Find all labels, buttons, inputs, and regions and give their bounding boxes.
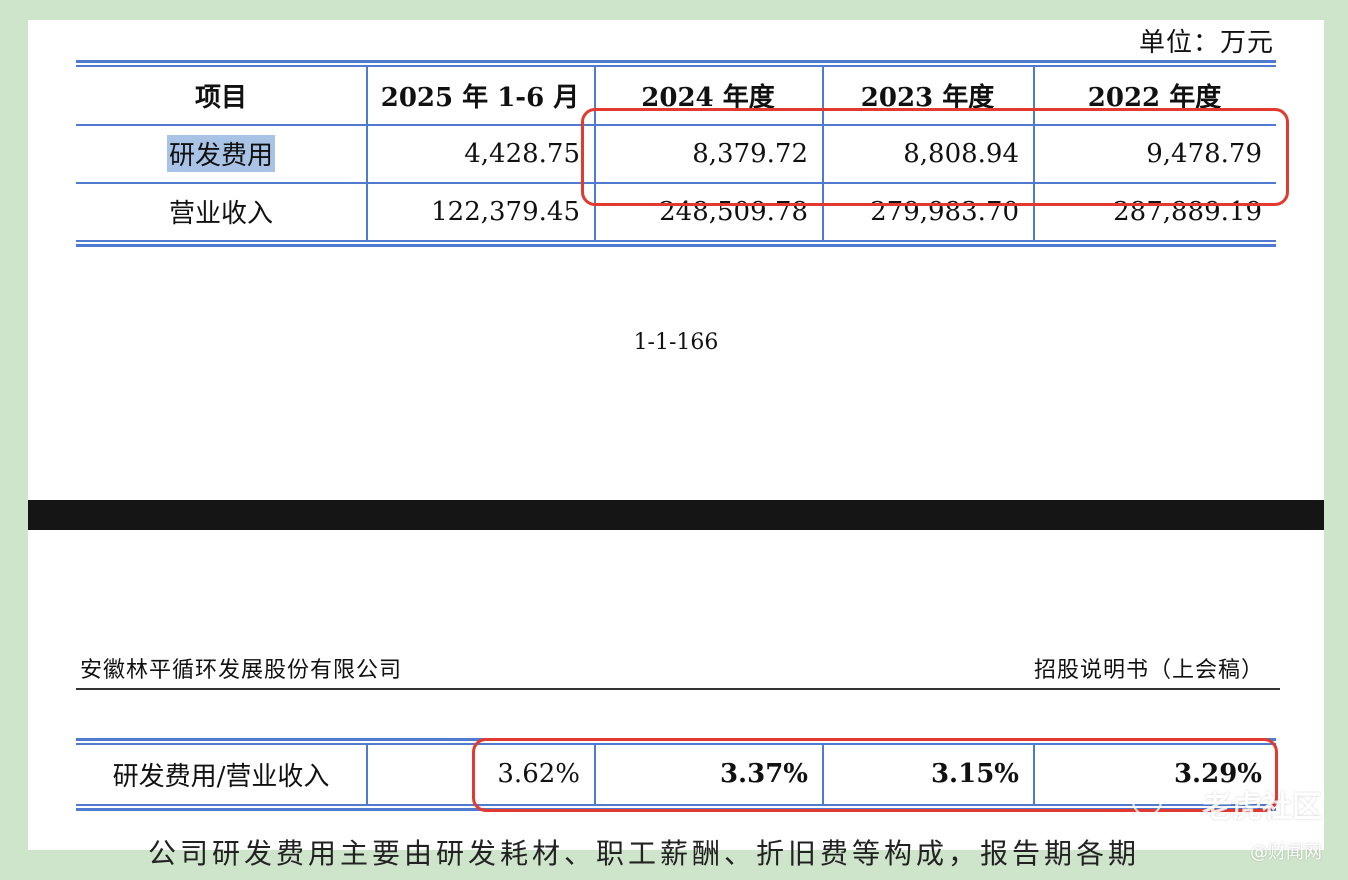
header-2023: 2023 年度 <box>860 82 995 113</box>
table-header-divider <box>76 124 1276 126</box>
col-divider <box>594 65 596 241</box>
row-ratio-2025h1: 3.62% <box>497 759 580 789</box>
row-ratio-label: 研发费用/营业收入 <box>112 761 330 792</box>
doc-type: 招股说明书（上会稿） <box>1033 658 1264 683</box>
header-2022: 2022 年度 <box>1087 82 1222 113</box>
row-rd-2024: 8,379.72 <box>692 138 808 169</box>
row-rd-label: 研发费用 <box>76 125 366 182</box>
col-divider <box>366 65 368 241</box>
table-row-divider <box>76 182 1276 184</box>
row-rd-2023: 8,808.94 <box>903 138 1019 169</box>
row-revenue-2024: 248,509.78 <box>659 196 808 227</box>
row-rd-label-text[interactable]: 研发费用 <box>166 135 275 172</box>
row-revenue-2022: 287,889.19 <box>1113 196 1262 227</box>
table-top-rule-inner <box>76 65 1276 67</box>
col-divider <box>822 65 824 241</box>
row-ratio-2023: 3.15% <box>930 759 1019 789</box>
row-revenue-label: 营业收入 <box>168 199 273 229</box>
watermark-source: @财闻网 <box>1250 842 1322 863</box>
col-divider <box>822 743 824 805</box>
page-separator <box>28 500 1324 530</box>
col-divider <box>1033 743 1035 805</box>
header-item: 项目 <box>194 82 247 113</box>
row-rd-2025h1: 4,428.75 <box>464 138 580 169</box>
red-highlight-box-bottom <box>472 738 1278 812</box>
red-highlight-box-top <box>581 108 1289 206</box>
row-revenue-2025h1: 122,379.45 <box>431 196 580 227</box>
header-2025h1: 2025 年 1-6 月 <box>380 82 580 113</box>
watermark-logo-icon <box>1132 786 1162 816</box>
document-page-bottom: 安徽林平循环发展股份有限公司 招股说明书（上会稿） 研发费用/营业收入 3.62… <box>28 530 1324 870</box>
watermark-logo: 老虎社区 <box>1202 790 1322 825</box>
col-divider <box>1033 65 1035 241</box>
row-ratio-2022: 3.29% <box>1173 759 1262 789</box>
unit-label: 单位：万元 <box>1138 28 1274 58</box>
table-bottom-rule-inner <box>76 240 1276 242</box>
table-bottom-rule <box>76 244 1276 247</box>
table-top-rule-inner <box>76 743 1276 745</box>
header-2024: 2024 年度 <box>641 82 775 113</box>
row-ratio-2024: 3.37% <box>719 759 808 789</box>
col-divider <box>594 743 596 805</box>
header-rule <box>76 688 1280 690</box>
row-rd-2022: 9,478.79 <box>1146 138 1262 169</box>
table-bottom-rule-inner <box>76 804 1276 806</box>
table-top-rule <box>76 60 1276 63</box>
body-text-cutoff: 公司研发费用主要由研发耗材、职工薪酬、折旧费等构成，报告期各期 <box>148 837 1141 870</box>
row-revenue-2023: 279,983.70 <box>870 196 1019 227</box>
company-name: 安徽林平循环发展股份有限公司 <box>80 658 403 683</box>
page-number: 1-1-166 <box>633 330 719 355</box>
document-page-top: 单位：万元 项目 2025 年 1-6 月 2024 年度 2023 年度 20… <box>28 20 1324 500</box>
col-divider <box>366 743 368 805</box>
